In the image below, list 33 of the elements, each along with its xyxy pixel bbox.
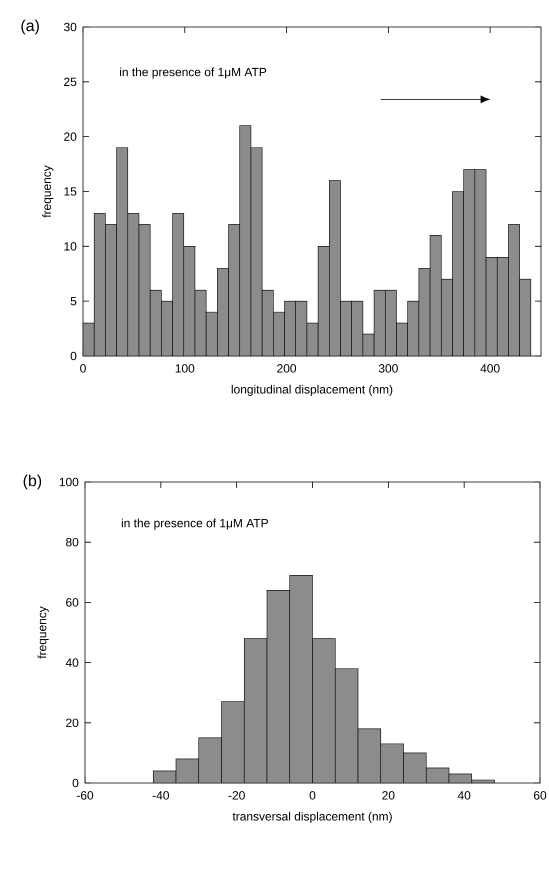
x-tick-label: 100 (176, 364, 194, 373)
y-tick-label: 100 (60, 478, 78, 486)
annotation: in the presence of 1μM ATP (120, 67, 266, 79)
y-tick-label: 10 (64, 242, 76, 251)
x-tick-label: -40 (152, 791, 170, 800)
y-tick-label: 40 (66, 658, 78, 667)
y-tick-label: 15 (64, 187, 76, 196)
x-tick-label: 40 (458, 791, 470, 800)
y-axis-title: frequency (38, 606, 49, 659)
x-axis-title: transversal displacement (nm) (232, 812, 392, 823)
y-axis-title: frequency (42, 165, 54, 218)
x-tick-label: -60 (76, 791, 94, 800)
y-tick-label: 0 (70, 352, 76, 360)
chart-title: (b) (24, 474, 42, 490)
y-tick-label: 60 (66, 598, 78, 607)
y-tick-label: 25 (64, 78, 76, 86)
x-tick-label: 400 (480, 364, 500, 373)
annotation: in the presence of 1μM ATP (122, 518, 268, 530)
x-tick-label: -20 (228, 791, 245, 800)
y-tick-label: 20 (64, 132, 76, 141)
x-tick-label: 0 (80, 364, 86, 373)
y-tick-label: 20 (66, 718, 78, 728)
y-tick-label: 80 (66, 538, 78, 546)
y-tick-label: 0 (72, 778, 78, 788)
x-tick-label: 200 (277, 364, 296, 373)
y-tick-label: 30 (64, 22, 76, 32)
chart-title: (a) (21, 20, 39, 34)
x-axis-title: longitudinal displacement (nm) (232, 384, 392, 396)
x-tick-label: 20 (382, 791, 395, 800)
y-tick-label: 5 (70, 296, 76, 306)
x-tick-label: 0 (310, 791, 316, 800)
x-tick-label: 60 (534, 791, 546, 800)
x-tick-label: 300 (378, 364, 398, 373)
